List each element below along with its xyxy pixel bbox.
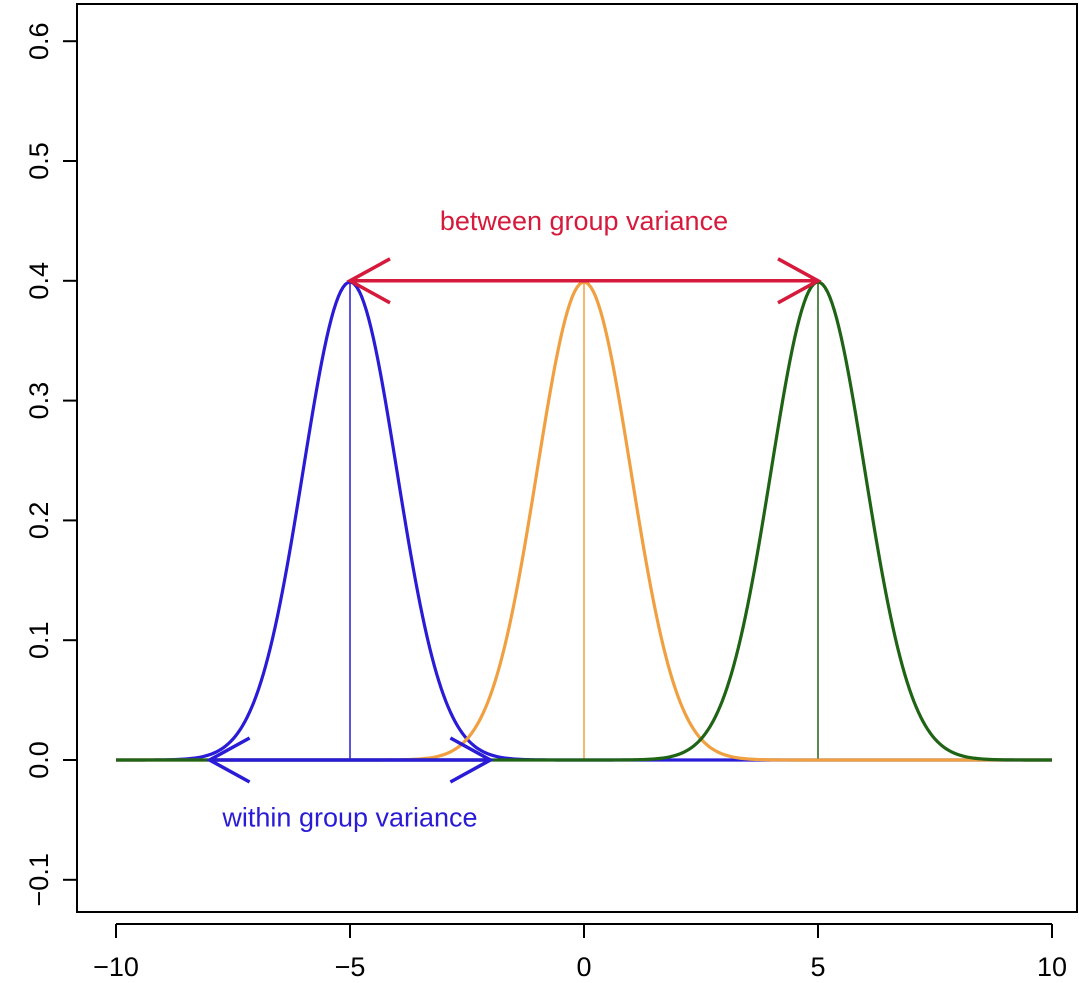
- arrow-head-right: [449, 736, 495, 784]
- x-tick-label: 0: [576, 952, 591, 982]
- y-tick-label: 0.0: [24, 741, 54, 779]
- y-tick-label: 0.4: [24, 262, 54, 300]
- y-tick-label: 0.1: [24, 621, 54, 659]
- plot-frame: [76, 3, 1078, 913]
- annotations: between group variance within group varia…: [205, 206, 822, 833]
- y-axis: −0.1 0.0 0.1 0.2 0.3 0.4 0.5 0.6: [24, 22, 77, 906]
- x-tick-label: 5: [810, 952, 825, 982]
- mean-lines: [349, 281, 819, 760]
- x-axis: −10 −5 0 5 10: [93, 923, 1067, 982]
- y-tick-label: 0.3: [24, 382, 54, 420]
- y-tick-label: 0.2: [24, 502, 54, 540]
- arrow-head-right: [777, 257, 822, 305]
- x-tick-label: −10: [93, 952, 139, 982]
- x-tick-label: 10: [1037, 952, 1067, 982]
- arrow-head-left: [346, 257, 391, 305]
- annotation-label: within group variance: [221, 803, 477, 833]
- y-tick-label: −0.1: [24, 853, 54, 906]
- annotation-label: between group variance: [440, 206, 728, 236]
- x-tick-label: −5: [335, 952, 366, 982]
- variance-arrow: [205, 736, 495, 784]
- arrow-head-left: [205, 736, 251, 784]
- variance-arrow: [346, 257, 822, 305]
- y-tick-label: 0.5: [24, 142, 54, 180]
- y-tick-label: 0.6: [24, 22, 54, 60]
